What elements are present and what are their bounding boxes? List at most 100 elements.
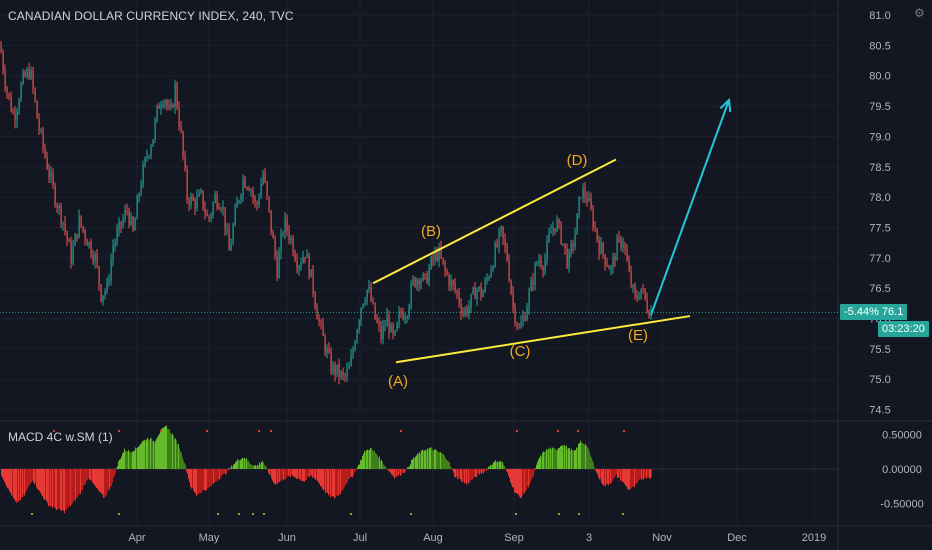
macd-bar (44, 469, 45, 500)
macd-bar (11, 469, 12, 496)
wave-annotations[interactable]: (A) (B) (C) (D) (E) (372, 97, 732, 390)
macd-bar (15, 469, 16, 502)
macd-bar (593, 462, 594, 469)
candle-body (564, 243, 566, 249)
macd-bar (628, 469, 629, 490)
candle-body (390, 324, 392, 333)
macd-bar (305, 469, 306, 481)
macd-bar (208, 469, 209, 488)
candle-body (540, 260, 542, 267)
candle-body (340, 371, 342, 378)
macd-bar (284, 469, 285, 480)
macd-bar (103, 469, 104, 498)
candle-body (86, 239, 88, 246)
macd-bar (381, 459, 382, 469)
macd-bar (556, 450, 557, 469)
candle-body (84, 230, 86, 240)
macd-bar (382, 462, 383, 469)
candle-body (250, 190, 252, 192)
macd-bar (17, 469, 18, 502)
macd-bar (611, 469, 612, 483)
candle-body (60, 205, 62, 224)
candle-body (558, 219, 560, 223)
macd-bar (280, 469, 281, 482)
macd-bar (7, 469, 8, 489)
macd-bar (154, 442, 155, 469)
macd-signal-dot (53, 430, 55, 432)
candle-body (26, 69, 28, 77)
macd-bar (417, 453, 418, 469)
macd-bar (237, 459, 238, 469)
macd-bar (188, 469, 189, 480)
trendline-upper[interactable] (372, 158, 617, 285)
candle-body (606, 264, 608, 267)
macd-bar (106, 469, 107, 496)
macd-indicator-label[interactable]: MACD 4C w.SM (1) (8, 430, 113, 444)
candle-body (596, 228, 598, 240)
macd-bar (205, 469, 206, 491)
macd-bar (391, 469, 392, 475)
macd-bar (41, 469, 42, 495)
time-axis[interactable]: Apr May Jun Jul Aug Sep 3 Nov Dec 2019 (128, 532, 826, 544)
candle-body (244, 178, 246, 188)
candle-body (382, 326, 384, 340)
macd-bar (288, 469, 289, 477)
macd-bar (80, 469, 81, 495)
macd-bar (215, 469, 216, 483)
macd-bar (14, 469, 15, 500)
gear-icon[interactable]: ⚙ (914, 6, 925, 20)
candle-body (478, 286, 480, 290)
candle-body (614, 256, 616, 261)
macd-bar (541, 456, 542, 469)
macd-bar (250, 464, 251, 469)
candle-body (590, 198, 592, 210)
trendline-lower[interactable] (395, 315, 691, 364)
macd-bar (78, 469, 79, 496)
macd-bar (143, 440, 144, 469)
macd-bar (651, 469, 652, 477)
candle-body (398, 311, 400, 323)
macd-bar (71, 469, 72, 505)
target-arrow-line[interactable] (650, 99, 730, 316)
macd-bar (223, 469, 224, 474)
macd-bar (122, 453, 123, 469)
candle-body (48, 169, 50, 177)
candle-body (562, 243, 564, 245)
macd-bar (210, 469, 211, 486)
candle-body (100, 284, 102, 302)
macd-tick-label: -0.50000 (880, 499, 923, 511)
macd-bar (123, 452, 124, 469)
macd-bar (425, 449, 426, 469)
macd-bar (522, 469, 523, 496)
macd-bar (427, 448, 428, 469)
price-axis[interactable]: 81.0 80.5 80.0 79.5 79.0 78.5 78.0 77.5 77.0 76.5… (869, 10, 890, 417)
macd-bar (584, 444, 585, 469)
macd-bar (124, 448, 125, 469)
candle-body (510, 280, 512, 293)
macd-bar (127, 451, 128, 469)
macd-bar (616, 469, 617, 475)
candle-body (620, 237, 622, 248)
candle-body (402, 312, 404, 320)
macd-bar (272, 469, 273, 481)
candle-body (96, 253, 98, 267)
candle-body (626, 249, 628, 262)
macd-bar (245, 458, 246, 469)
candle-body (372, 301, 374, 303)
macd-bar (601, 469, 602, 483)
macd-bar (531, 469, 532, 481)
macd-bar (483, 469, 484, 474)
candle-body (148, 155, 150, 157)
macd-bar (49, 469, 50, 506)
candle-body (158, 105, 160, 109)
macd-bar (465, 469, 466, 484)
macd-bar (3, 469, 4, 480)
candle-body (322, 323, 324, 336)
macd-bar (314, 469, 315, 479)
macd-bar (81, 469, 82, 491)
macd-axis[interactable]: 0.50000 0.00000 -0.50000 (880, 430, 923, 511)
macd-bar (169, 429, 170, 469)
macd-bar (270, 469, 271, 476)
macd-bar (467, 469, 468, 483)
